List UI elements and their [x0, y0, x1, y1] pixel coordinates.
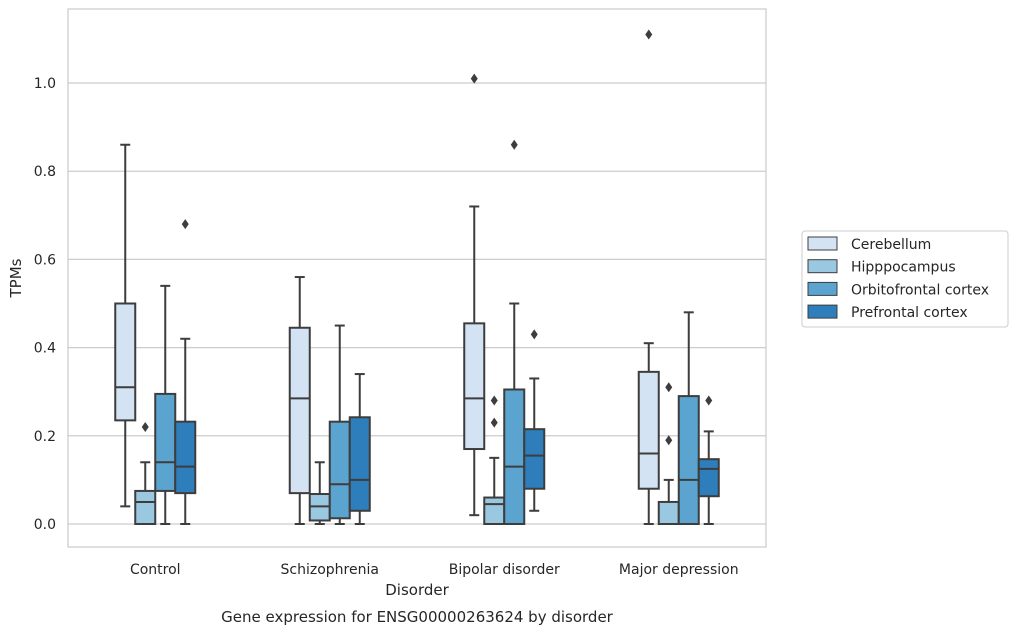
legend-swatch — [807, 281, 838, 296]
legend-label: Hipppocampus — [851, 260, 956, 276]
box-iqr — [174, 420, 197, 495]
box-hipppocampus — [483, 395, 506, 526]
x-tick-label: Bipolar disorder — [449, 562, 560, 578]
x-axis-ticks: Control Schizophrenia Bipolar disorder Majo… — [130, 562, 739, 578]
legend-items: Cerebellum Hipppocampus Orbitofrontal cort… — [807, 236, 989, 321]
outlier-point — [141, 421, 149, 432]
y-tick-label: 0.0 — [34, 517, 56, 533]
box-iqr — [114, 302, 137, 422]
box-orbitofrontal-cortex — [328, 324, 351, 525]
box-iqr — [134, 489, 157, 525]
legend-label: Prefrontal cortex — [851, 305, 968, 321]
legend-label: Cerebellum — [851, 237, 931, 253]
y-tick-label: 0.4 — [34, 341, 56, 357]
box-series — [114, 29, 720, 526]
outlier-point — [665, 382, 673, 393]
box-iqr — [677, 395, 700, 525]
box-hipppocampus — [134, 421, 157, 525]
box-iqr — [637, 370, 660, 490]
box-iqr — [657, 500, 680, 526]
outlier-point — [705, 395, 713, 406]
box-prefrontal-cortex — [174, 219, 197, 525]
box-iqr — [328, 420, 351, 520]
box-iqr — [483, 496, 506, 526]
box-prefrontal-cortex — [697, 395, 720, 525]
box-orbitofrontal-cortex — [503, 139, 526, 525]
legend-frame — [801, 230, 1009, 328]
y-tick-label: 0.8 — [34, 164, 56, 180]
box-hipppocampus — [308, 461, 331, 525]
box-iqr — [697, 458, 720, 498]
outlier-point — [665, 435, 673, 446]
y-tick-label: 0.6 — [34, 252, 56, 268]
x-tick-label: Control — [130, 562, 181, 578]
box-prefrontal-cortex — [348, 373, 371, 525]
outlier-point — [490, 417, 498, 428]
box-prefrontal-cortex — [523, 329, 546, 512]
outlier-point — [181, 219, 189, 230]
box-iqr — [503, 388, 526, 525]
x-tick-label: Schizophrenia — [281, 562, 379, 578]
box-iqr — [348, 416, 371, 512]
outlier-point — [530, 329, 538, 340]
box-iqr — [463, 322, 486, 451]
y-axis-label: TPMs — [7, 258, 25, 298]
box-cerebellum — [288, 276, 311, 525]
outlier-point — [645, 29, 653, 40]
box-iqr — [288, 326, 311, 495]
box-cerebellum — [114, 143, 137, 508]
x-axis-label: Disorder — [385, 581, 449, 599]
box-iqr — [154, 392, 177, 492]
plot-area-frame — [67, 8, 767, 548]
y-tick-label: 0.2 — [34, 429, 56, 445]
legend-label: Orbitofrontal cortex — [851, 282, 989, 298]
box-cerebellum — [463, 73, 486, 517]
y-axis-ticks: 0.0 0.2 0.4 0.6 0.8 1.0 — [34, 76, 56, 533]
legend-swatch — [807, 304, 838, 319]
box-orbitofrontal-cortex — [154, 284, 177, 525]
outlier-point — [510, 139, 518, 150]
box-hipppocampus — [657, 382, 680, 526]
chart-caption: Gene expression for ENSG00000263624 by d… — [221, 608, 614, 626]
legend-swatch — [807, 259, 838, 274]
outlier-point — [470, 73, 478, 84]
legend: Cerebellum Hipppocampus Orbitofrontal cort… — [801, 230, 1009, 328]
outlier-point — [490, 395, 498, 406]
legend-swatch — [807, 236, 838, 251]
y-tick-label: 1.0 — [34, 76, 56, 92]
box-cerebellum — [637, 29, 660, 525]
box-orbitofrontal-cortex — [677, 311, 700, 525]
box-iqr — [523, 428, 546, 490]
x-tick-label: Major depression — [619, 562, 739, 578]
